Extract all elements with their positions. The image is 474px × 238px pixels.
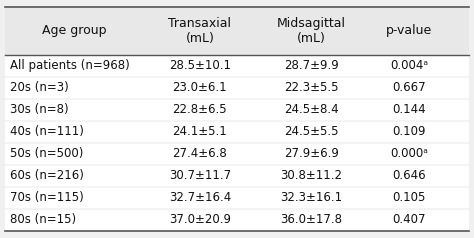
Text: 80s (n=15): 80s (n=15) xyxy=(10,213,77,226)
Bar xyxy=(5,99,469,121)
Text: 28.7±9.9: 28.7±9.9 xyxy=(284,59,339,72)
Text: Transaxial
(mL): Transaxial (mL) xyxy=(168,17,231,45)
Bar xyxy=(5,187,469,209)
Text: 50s (n=500): 50s (n=500) xyxy=(10,147,84,160)
Text: 30.7±11.7: 30.7±11.7 xyxy=(169,169,231,182)
Text: 0.000ᵃ: 0.000ᵃ xyxy=(390,147,428,160)
Bar xyxy=(5,7,469,55)
Bar xyxy=(5,77,469,99)
Bar xyxy=(5,143,469,165)
Text: All patients (n=968): All patients (n=968) xyxy=(10,59,130,72)
Text: 32.7±16.4: 32.7±16.4 xyxy=(169,191,231,204)
Bar xyxy=(5,55,469,77)
Text: 0.667: 0.667 xyxy=(392,81,426,94)
Text: 22.8±6.5: 22.8±6.5 xyxy=(173,103,227,116)
Bar xyxy=(5,165,469,187)
Text: 22.3±5.5: 22.3±5.5 xyxy=(284,81,338,94)
Text: 70s (n=115): 70s (n=115) xyxy=(10,191,84,204)
Text: Age group: Age group xyxy=(42,25,107,37)
Text: 27.4±6.8: 27.4±6.8 xyxy=(173,147,227,160)
Text: Midsagittal
(mL): Midsagittal (mL) xyxy=(277,17,346,45)
Text: 0.109: 0.109 xyxy=(392,125,426,138)
Text: p-value: p-value xyxy=(386,25,432,37)
Text: 0.646: 0.646 xyxy=(392,169,426,182)
Text: 24.5±5.5: 24.5±5.5 xyxy=(284,125,338,138)
Text: 40s (n=111): 40s (n=111) xyxy=(10,125,84,138)
Text: 24.1±5.1: 24.1±5.1 xyxy=(173,125,227,138)
Text: 24.5±8.4: 24.5±8.4 xyxy=(284,103,338,116)
Text: 30s (n=8): 30s (n=8) xyxy=(10,103,69,116)
Bar xyxy=(5,121,469,143)
Text: 0.407: 0.407 xyxy=(392,213,426,226)
Text: 37.0±20.9: 37.0±20.9 xyxy=(169,213,231,226)
Bar xyxy=(5,209,469,231)
Text: 20s (n=3): 20s (n=3) xyxy=(10,81,69,94)
Text: 28.5±10.1: 28.5±10.1 xyxy=(169,59,231,72)
Text: 0.105: 0.105 xyxy=(392,191,426,204)
Text: 32.3±16.1: 32.3±16.1 xyxy=(280,191,342,204)
Text: 0.144: 0.144 xyxy=(392,103,426,116)
Text: 30.8±11.2: 30.8±11.2 xyxy=(280,169,342,182)
Text: 27.9±6.9: 27.9±6.9 xyxy=(284,147,339,160)
Text: 0.004ᵃ: 0.004ᵃ xyxy=(390,59,428,72)
Text: 23.0±6.1: 23.0±6.1 xyxy=(173,81,227,94)
Text: 60s (n=216): 60s (n=216) xyxy=(10,169,84,182)
Text: 36.0±17.8: 36.0±17.8 xyxy=(280,213,342,226)
